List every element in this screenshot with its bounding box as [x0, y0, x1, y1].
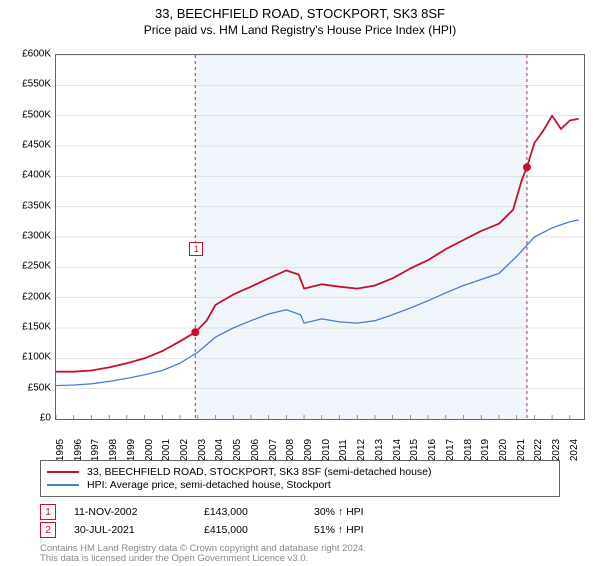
y-tick-label: £0 [40, 413, 51, 424]
y-tick-label: £200K [22, 291, 51, 302]
x-tick-label: 2019 [480, 439, 491, 461]
x-tick-label: 2003 [197, 439, 208, 461]
y-tick-label: £550K [22, 79, 51, 90]
transaction-marker: 1 [40, 504, 56, 520]
transaction-pct: 30% ↑ HPI [314, 506, 434, 518]
x-tick-label: 2013 [374, 439, 385, 461]
page-title: 33, BEECHFIELD ROAD, STOCKPORT, SK3 8SF [0, 6, 600, 21]
x-tick-label: 2015 [409, 439, 420, 461]
x-tick-label: 2002 [179, 439, 190, 461]
transaction-row: 2 30-JUL-2021£415,00051% ↑ HPI [40, 522, 434, 538]
x-tick-label: 2006 [250, 439, 261, 461]
y-axis: £0£50K£100K£150K£200K£250K£300K£350K£400… [0, 54, 55, 420]
x-tick-label: 2024 [569, 439, 580, 461]
x-axis: 1995 1996 1997 1998 1999 2000 2001 2002 2003 2004… [55, 420, 585, 458]
y-tick-label: £300K [22, 231, 51, 242]
x-tick-label: 2014 [392, 439, 403, 461]
x-tick-label: 2022 [533, 439, 544, 461]
x-tick-label: 1999 [126, 439, 137, 461]
footer-attribution: Contains HM Land Registry data © Crown c… [40, 544, 366, 565]
legend-item: 33, BEECHFIELD ROAD, STOCKPORT, SK3 8SF … [47, 466, 553, 478]
legend-item: HPI: Average price, semi-detached house,… [47, 479, 553, 491]
x-tick-label: 2010 [321, 439, 332, 461]
legend-swatch [47, 484, 79, 486]
transaction-price: £143,000 [204, 506, 314, 518]
transaction-date: 11-NOV-2002 [74, 506, 204, 518]
y-tick-label: £50K [28, 382, 51, 393]
x-tick-label: 2009 [303, 439, 314, 461]
x-tick-label: 2023 [551, 439, 562, 461]
x-tick-label: 2007 [268, 439, 279, 461]
transaction-marker: 2 [40, 522, 56, 538]
x-tick-label: 1998 [108, 439, 119, 461]
x-tick-label: 2017 [445, 439, 456, 461]
x-tick-label: 2005 [232, 439, 243, 461]
transaction-price: £415,000 [204, 524, 314, 536]
y-tick-label: £600K [22, 49, 51, 60]
x-tick-label: 2001 [161, 439, 172, 461]
x-tick-label: 2000 [144, 439, 155, 461]
legend-label: 33, BEECHFIELD ROAD, STOCKPORT, SK3 8SF … [87, 466, 432, 478]
y-tick-label: £450K [22, 140, 51, 151]
transaction-row: 1 11-NOV-2002£143,00030% ↑ HPI [40, 504, 434, 520]
x-tick-label: 2016 [427, 439, 438, 461]
x-tick-label: 1997 [90, 439, 101, 461]
y-tick-label: £350K [22, 200, 51, 211]
legend: 33, BEECHFIELD ROAD, STOCKPORT, SK3 8SF … [40, 460, 560, 497]
x-tick-label: 2011 [338, 439, 349, 461]
x-tick-label: 1996 [73, 439, 84, 461]
chart-plot-area: 12 [55, 54, 585, 420]
legend-label: HPI: Average price, semi-detached house,… [87, 479, 331, 491]
legend-swatch [47, 471, 79, 473]
x-tick-label: 2012 [356, 439, 367, 461]
transaction-date: 30-JUL-2021 [74, 524, 204, 536]
x-tick-label: 2004 [214, 439, 225, 461]
y-tick-label: £100K [22, 352, 51, 363]
x-tick-label: 1995 [55, 439, 66, 461]
y-tick-label: £250K [22, 261, 51, 272]
x-tick-label: 2018 [463, 439, 474, 461]
y-tick-label: £400K [22, 170, 51, 181]
page-subtitle: Price paid vs. HM Land Registry's House … [0, 23, 600, 37]
y-tick-label: £500K [22, 109, 51, 120]
transaction-pct: 51% ↑ HPI [314, 524, 434, 536]
x-tick-label: 2008 [285, 439, 296, 461]
x-tick-label: 2021 [516, 439, 527, 461]
chart-marker-1: 1 [189, 242, 203, 256]
y-tick-label: £150K [22, 322, 51, 333]
x-tick-label: 2020 [498, 439, 509, 461]
